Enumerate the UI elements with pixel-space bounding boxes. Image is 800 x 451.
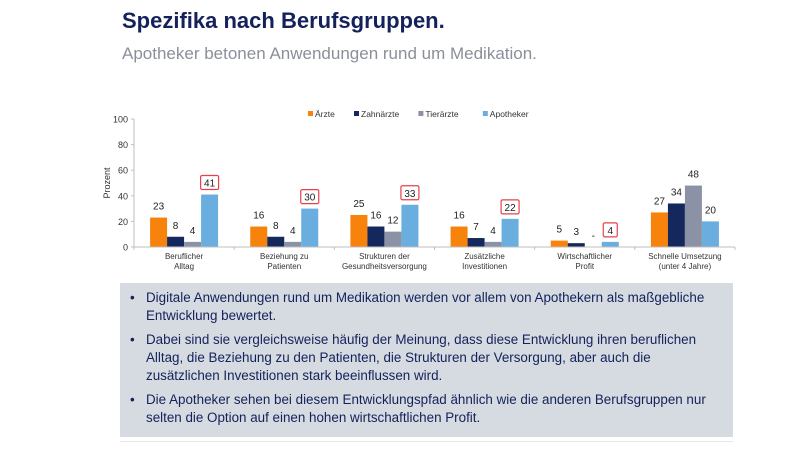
legend-label: Zahnärzte xyxy=(361,109,400,119)
data-label: 8 xyxy=(173,221,179,232)
data-label: 22 xyxy=(505,203,517,214)
highlight-box xyxy=(300,189,320,205)
legend-label: Tierärzte xyxy=(425,109,458,119)
page-title: Spezifika nach Berufsgruppen. xyxy=(122,8,445,33)
legend-swatch xyxy=(354,111,359,116)
info-text: Die Apotheker sehen bei diesem Entwicklu… xyxy=(146,392,706,425)
bar-tierärzte xyxy=(384,231,402,247)
bar-zahnärzte xyxy=(467,238,485,247)
highlight-box xyxy=(400,185,420,201)
x-tick-label: Alltag xyxy=(174,262,194,271)
bar-zahnärzte xyxy=(167,236,185,247)
bar-apotheker xyxy=(601,241,619,247)
x-tick-label: Gesundheitsversorgung xyxy=(342,262,427,271)
x-tick-label: Wirtschaftlicher xyxy=(557,252,612,261)
bar-tierärzte xyxy=(184,241,202,247)
x-tick-label: Beruflicher xyxy=(165,252,204,261)
legend-label: Ärzte xyxy=(315,109,335,119)
bar-ärzte xyxy=(550,240,568,247)
bullet-icon: • xyxy=(130,332,135,347)
page-subtitle: Apotheker betonen Anwendungen rund um Me… xyxy=(122,44,537,63)
bullet-icon: • xyxy=(130,290,135,305)
info-box: • Digitale Anwendungen rund um Medikation… xyxy=(120,283,733,437)
bar-apotheker xyxy=(201,194,219,247)
data-label: 25 xyxy=(353,199,365,210)
x-tick-label: Patienten xyxy=(267,262,301,271)
info-item: • Digitale Anwendungen rund um Medikation… xyxy=(128,289,723,325)
info-text: Dabei sind sie vergleichsweise häufig de… xyxy=(146,332,697,383)
data-label: 8 xyxy=(273,221,279,232)
data-label: 4 xyxy=(490,226,496,237)
bar-tierärzte xyxy=(284,241,302,247)
x-tick-label: Schnelle Umsetzung xyxy=(648,252,721,261)
legend-swatch xyxy=(482,111,488,116)
legend: Ärzte Zahnärzte Tierärzte Apotheker xyxy=(308,109,529,119)
bar-apotheker xyxy=(301,208,319,247)
legend-label: Apotheker xyxy=(490,109,529,119)
bar-ärzte xyxy=(650,212,668,247)
bar-zahnärzte xyxy=(367,226,385,247)
data-label: 4 xyxy=(190,226,196,237)
data-label: 34 xyxy=(671,187,683,198)
bar-zahnärzte xyxy=(267,236,285,247)
legend-swatch xyxy=(418,111,424,116)
highlight-box xyxy=(500,199,520,215)
data-label: 30 xyxy=(304,193,316,204)
data-label: 16 xyxy=(454,211,466,222)
data-label: 48 xyxy=(688,170,700,181)
data-label: 5 xyxy=(556,225,562,236)
bar-tierärzte xyxy=(684,185,702,247)
divider xyxy=(120,441,733,442)
bar-apotheker xyxy=(401,204,419,247)
bar-ärzte xyxy=(450,226,468,247)
bar-zahnärzte xyxy=(567,243,585,247)
bullet-icon: • xyxy=(130,392,135,407)
x-tick-label: (unter 4 Jahre) xyxy=(659,262,712,271)
data-label: 33 xyxy=(404,189,416,200)
y-tick-label: 20 xyxy=(118,217,128,227)
y-tick-label: 0 xyxy=(123,243,128,253)
legend-swatch xyxy=(308,111,313,116)
y-axis: 0 20 40 60 80 100 Prozent xyxy=(102,115,135,253)
data-label: 3 xyxy=(573,227,579,238)
data-label: 4 xyxy=(290,226,296,237)
data-label: 16 xyxy=(370,211,382,222)
bar-apotheker xyxy=(701,221,719,247)
y-tick-label: 80 xyxy=(118,140,128,150)
data-label: 41 xyxy=(204,179,216,190)
bar-zahnärzte xyxy=(667,203,685,247)
y-axis-label: Prozent xyxy=(102,167,112,199)
x-tick-label: Profit xyxy=(575,262,594,271)
info-item: • Die Apotheker sehen bei diesem Entwickl… xyxy=(128,391,723,427)
data-label: 12 xyxy=(387,216,399,227)
y-tick-label: 40 xyxy=(118,191,128,201)
x-tick-label: Investitionen xyxy=(462,262,507,271)
bar-tierärzte xyxy=(484,241,502,247)
bar-apotheker xyxy=(501,218,519,247)
y-tick-label: 60 xyxy=(118,166,128,176)
data-label: 4 xyxy=(607,226,613,237)
x-tick-label: Beziehung zu xyxy=(260,252,308,261)
data-label: - xyxy=(592,231,595,242)
x-tick-label: Strukturen der xyxy=(359,252,410,261)
data-label: 27 xyxy=(654,196,666,207)
bar-ärzte xyxy=(250,226,268,247)
data-label: 7 xyxy=(473,222,479,233)
x-tick-label: Zusätzliche xyxy=(464,252,505,261)
data-label: 23 xyxy=(153,202,165,213)
y-tick-label: 100 xyxy=(113,115,128,125)
highlight-box xyxy=(602,222,618,238)
info-item: • Dabei sind sie vergleichsweise häufig d… xyxy=(128,331,723,385)
data-label: 20 xyxy=(705,205,717,216)
info-text: Digitale Anwendungen rund um Medikation … xyxy=(146,290,705,323)
bar-chart: 0 20 40 60 80 100 Prozent Ärzte Zahnärzte Tierär… xyxy=(102,109,736,271)
highlight-box xyxy=(199,174,220,191)
data-label: 16 xyxy=(253,211,265,222)
bar-ärzte xyxy=(350,215,368,247)
bar-ärzte xyxy=(150,217,168,247)
